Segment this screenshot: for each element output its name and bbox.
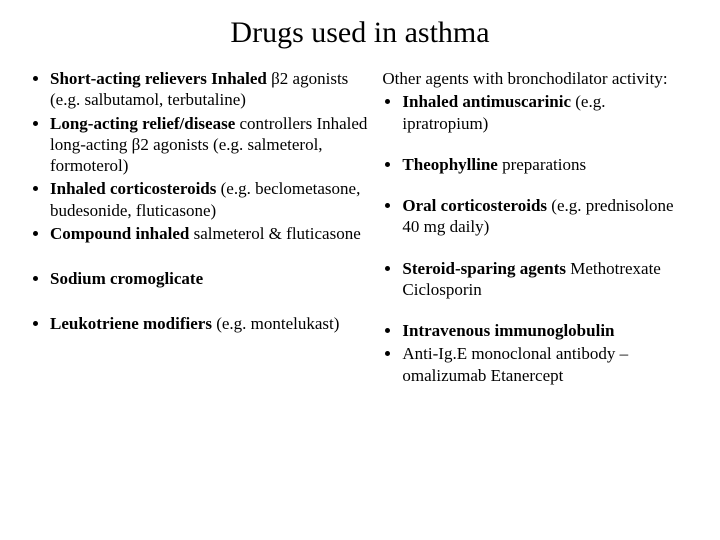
right-list-1: Inhaled antimuscarinic (e.g. ipratropium… xyxy=(380,91,692,134)
list-item: Long-acting relief/disease controllers I… xyxy=(50,113,372,177)
list-item: Steroid-sparing agents Methotrexate Cicl… xyxy=(402,258,692,301)
right-column: Other agents with bronchodilator activit… xyxy=(380,68,692,388)
item-bold: Long-acting relief/disease xyxy=(50,114,235,133)
list-item: Inhaled corticosteroids (e.g. beclometas… xyxy=(50,178,372,221)
item-text: Anti-Ig.E monoclonal antibody – omalizum… xyxy=(402,344,628,384)
item-bold: Compound inhaled xyxy=(50,224,189,243)
item-text: salmeterol & fluticasone xyxy=(189,224,360,243)
list-item: Sodium cromoglicate xyxy=(50,268,372,289)
list-item: Anti-Ig.E monoclonal antibody – omalizum… xyxy=(402,343,692,386)
spacer xyxy=(28,246,372,268)
left-list-1: Short-acting relievers Inhaled β2 agonis… xyxy=(28,68,372,244)
item-bold: Steroid-sparing agents xyxy=(402,259,566,278)
spacer xyxy=(380,302,692,320)
left-list-2: Sodium cromoglicate xyxy=(28,268,372,289)
spacer xyxy=(28,291,372,313)
list-item: Short-acting relievers Inhaled β2 agonis… xyxy=(50,68,372,111)
item-bold: Oral corticosteroids xyxy=(402,196,547,215)
list-item: Theophylline preparations xyxy=(402,154,692,175)
right-list-5: Intravenous immunoglobulin Anti-Ig.E mon… xyxy=(380,320,692,386)
right-lead: Other agents with bronchodilator activit… xyxy=(382,68,692,89)
list-item: Oral corticosteroids (e.g. prednisolone … xyxy=(402,195,692,238)
item-bold: Inhaled antimuscarinic xyxy=(402,92,571,111)
spacer xyxy=(380,177,692,195)
columns: Short-acting relievers Inhaled β2 agonis… xyxy=(28,68,692,388)
left-list-3: Leukotriene modifiers (e.g. montelukast) xyxy=(28,313,372,334)
right-list-2: Theophylline preparations xyxy=(380,154,692,175)
item-bold: Intravenous immunoglobulin xyxy=(402,321,614,340)
item-bold: Leukotriene modifiers xyxy=(50,314,212,333)
slide-title: Drugs used in asthma xyxy=(28,16,692,50)
item-text: (e.g. montelukast) xyxy=(212,314,339,333)
spacer xyxy=(380,136,692,154)
right-list-3: Oral corticosteroids (e.g. prednisolone … xyxy=(380,195,692,238)
item-bold: Short-acting relievers Inhaled xyxy=(50,69,267,88)
list-item: Inhaled antimuscarinic (e.g. ipratropium… xyxy=(402,91,692,134)
list-item: Leukotriene modifiers (e.g. montelukast) xyxy=(50,313,372,334)
spacer xyxy=(380,240,692,258)
list-item: Compound inhaled salmeterol & fluticason… xyxy=(50,223,372,244)
item-bold: Sodium cromoglicate xyxy=(50,269,203,288)
item-bold: Inhaled corticosteroids xyxy=(50,179,216,198)
left-column: Short-acting relievers Inhaled β2 agonis… xyxy=(28,68,372,388)
list-item: Intravenous immunoglobulin xyxy=(402,320,692,341)
item-text: preparations xyxy=(498,155,586,174)
item-bold: Theophylline xyxy=(402,155,497,174)
slide: Drugs used in asthma Short-acting reliev… xyxy=(0,0,720,540)
right-list-4: Steroid-sparing agents Methotrexate Cicl… xyxy=(380,258,692,301)
